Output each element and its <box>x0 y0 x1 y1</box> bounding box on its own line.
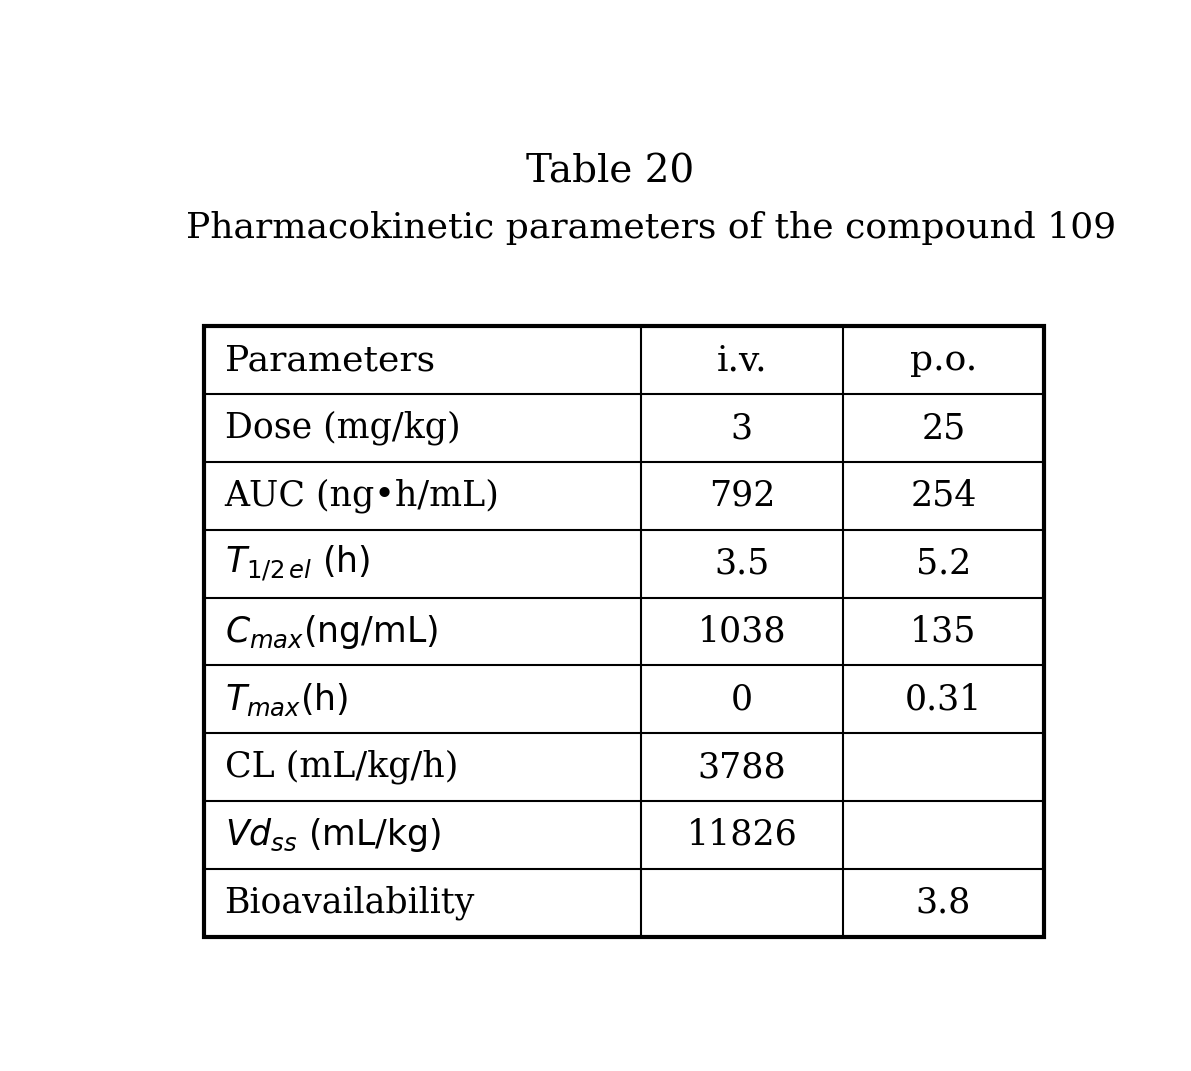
Text: 0: 0 <box>731 682 753 716</box>
Text: Bioavailability: Bioavailability <box>225 886 475 920</box>
Text: 3.5: 3.5 <box>715 547 769 580</box>
Text: 5.2: 5.2 <box>916 547 971 580</box>
Text: i.v.: i.v. <box>717 344 767 377</box>
Text: $T_{max}$(h): $T_{max}$(h) <box>225 681 348 718</box>
Text: 3788: 3788 <box>698 750 786 784</box>
Text: 11826: 11826 <box>686 818 797 853</box>
Text: 25: 25 <box>922 411 966 446</box>
Text: Dose (mg/kg): Dose (mg/kg) <box>225 411 460 446</box>
Text: Parameters: Parameters <box>225 344 435 377</box>
Text: $T_{1/2\,el}$ (h): $T_{1/2\,el}$ (h) <box>225 544 370 584</box>
Text: CL (mL/kg/h): CL (mL/kg/h) <box>225 750 457 784</box>
Text: $Vd_{ss}$ (mL/kg): $Vd_{ss}$ (mL/kg) <box>225 816 441 854</box>
Text: 792: 792 <box>709 479 775 513</box>
Text: 1038: 1038 <box>698 615 786 649</box>
Bar <box>205 327 1045 937</box>
Text: AUC (ng•h/mL): AUC (ng•h/mL) <box>225 479 499 513</box>
Text: 254: 254 <box>910 479 977 513</box>
Text: Pharmacokinetic parameters of the compound 109: Pharmacokinetic parameters of the compou… <box>186 211 1116 245</box>
Text: $C_{max}$(ng/mL): $C_{max}$(ng/mL) <box>225 613 438 650</box>
Text: 3: 3 <box>731 411 753 446</box>
Text: Table 20: Table 20 <box>526 153 694 191</box>
Text: 135: 135 <box>910 615 977 649</box>
Text: 3.8: 3.8 <box>916 886 971 920</box>
Text: p.o.: p.o. <box>910 344 977 377</box>
Text: 0.31: 0.31 <box>905 682 983 716</box>
